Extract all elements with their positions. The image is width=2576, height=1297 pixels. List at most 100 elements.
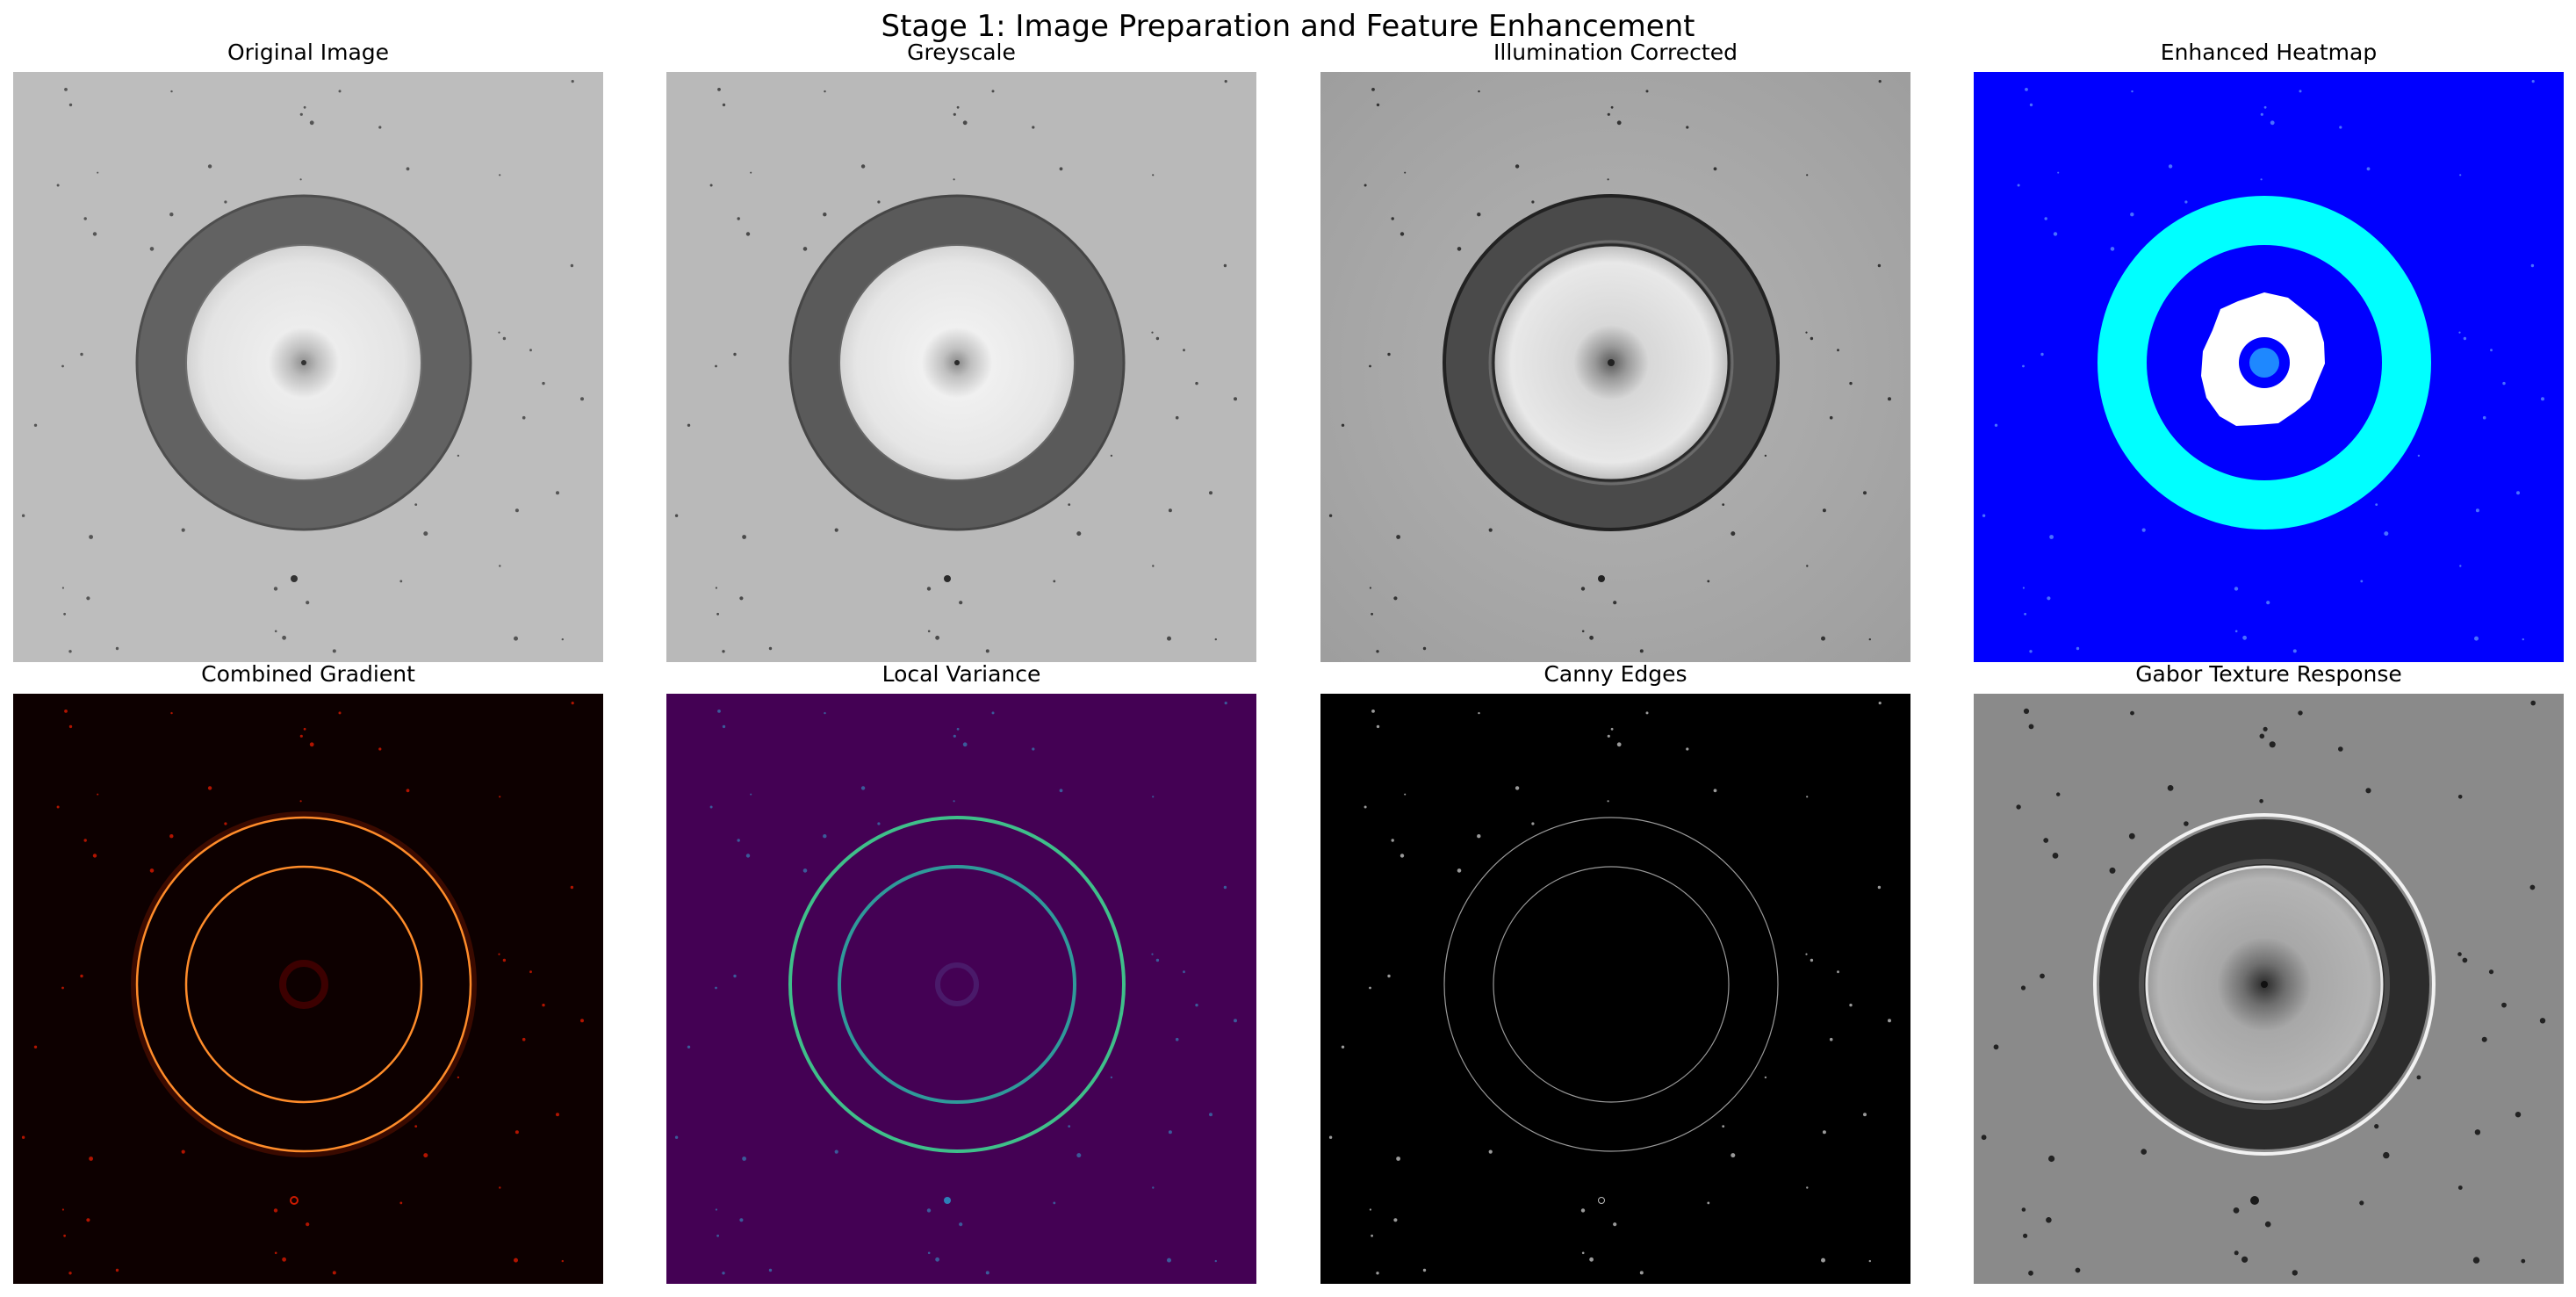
dust-speck [2025, 88, 2028, 91]
dust-speck [1686, 126, 1689, 129]
dust-speck [306, 1222, 310, 1227]
dust-speck [2458, 331, 2461, 334]
dust-speck [1391, 217, 1394, 220]
dust-speck [2021, 1207, 2026, 1212]
dust-speck [502, 958, 507, 962]
combined-gradient-image [13, 694, 603, 1284]
dust-speck [514, 1130, 519, 1135]
dust-speck [2298, 710, 2303, 716]
dust-speck [1581, 630, 1585, 633]
panel-gabor-texture-response: Gabor Texture Response [1974, 661, 2564, 1284]
dust-speck [1152, 565, 1155, 567]
dust-speck [83, 839, 87, 842]
dust-speck [2515, 1112, 2522, 1118]
dust-speck [2375, 503, 2378, 506]
dust-speck [2530, 700, 2536, 706]
dust-speck [1167, 636, 1171, 641]
dust-speck [2075, 1267, 2081, 1273]
dust-speck [1821, 1257, 1825, 1263]
dust-speck [1764, 454, 1767, 458]
dust-speck [737, 839, 740, 842]
dust-speck [834, 528, 838, 532]
dust-speck [1888, 1019, 1891, 1023]
canny-edges-image [1320, 694, 1910, 1284]
dust-speck [1195, 381, 1198, 385]
dust-speck [1863, 1113, 1867, 1117]
dust-speck [1877, 885, 1882, 890]
dust-speck [522, 415, 526, 420]
dust-speck [722, 1272, 725, 1275]
dust-speck [2053, 232, 2058, 236]
dust-speck [498, 953, 500, 955]
dust-speck [499, 1186, 501, 1189]
dust-speck [1806, 1186, 1809, 1189]
dust-speck [2531, 80, 2535, 83]
dust-speck [962, 742, 968, 747]
dust-speck [1059, 789, 1063, 793]
dust-speck [2029, 650, 2033, 653]
dust-speck [514, 1257, 518, 1263]
dust-speck [2359, 1200, 2364, 1206]
dust-speck [1224, 702, 1227, 705]
dust-speck [860, 786, 866, 790]
dust-speck [2521, 1258, 2526, 1264]
dust-speck [1341, 1045, 1345, 1048]
dust-speck [1863, 491, 1867, 495]
dust-speck [750, 171, 752, 174]
dust-speck [1645, 711, 1649, 715]
dust-speck [2522, 638, 2524, 641]
dust-speck [926, 1208, 932, 1213]
dust-speck [170, 90, 173, 93]
dust-speck [1168, 1130, 1172, 1135]
dust-speck [580, 397, 584, 401]
dust-speck [224, 200, 227, 204]
dust-speck [1371, 710, 1375, 713]
dust-speck [86, 1218, 90, 1222]
dust-speck [956, 727, 960, 731]
dust-speck [1376, 724, 1380, 729]
dust-speck [338, 711, 342, 715]
dust-speck [742, 535, 746, 539]
dust-speck [2023, 708, 2030, 714]
dust-speck [1328, 514, 1333, 517]
dust-speck [2266, 601, 2270, 605]
dust-speck [716, 1234, 719, 1237]
dust-speck [556, 1113, 559, 1117]
dust-speck [2475, 508, 2479, 513]
dust-speck [399, 580, 403, 583]
dust-speck [1888, 397, 1891, 401]
dust-speck [1183, 349, 1185, 352]
dust-speck [2481, 1036, 2487, 1042]
dust-speck [1369, 1208, 1371, 1211]
dust-speck [715, 364, 717, 368]
dust-speck [2131, 90, 2133, 93]
dust-speck [2459, 174, 2462, 177]
dust-speck [733, 352, 737, 357]
dust-speck [64, 710, 68, 713]
dust-speck [1878, 702, 1882, 705]
dust-speck [823, 834, 827, 839]
dust-speck [2109, 867, 2116, 874]
dust-speck [824, 90, 826, 93]
dust-speck [406, 789, 410, 793]
dust-speck [224, 822, 227, 825]
dust-speck [2516, 491, 2520, 495]
dust-speck [1032, 747, 1035, 751]
dust-speck [834, 1149, 838, 1154]
dust-speck [309, 742, 314, 747]
dust-speck [1994, 423, 1998, 427]
dust-speck [1151, 331, 1154, 334]
dust-speck [877, 200, 881, 204]
panel-combined-gradient: Combined Gradient [13, 661, 603, 1284]
dust-speck [2292, 649, 2297, 653]
dust-speck [61, 986, 64, 990]
dust-speck [1214, 1259, 1217, 1263]
dust-speck [332, 649, 336, 653]
dust-speck [299, 112, 303, 116]
dust-speck [2043, 838, 2049, 843]
dust-speck [2541, 397, 2544, 401]
dust-speck [1821, 636, 1825, 641]
dust-speck [1531, 822, 1535, 825]
dust-speck [61, 587, 64, 589]
dust-speck [1223, 885, 1227, 890]
